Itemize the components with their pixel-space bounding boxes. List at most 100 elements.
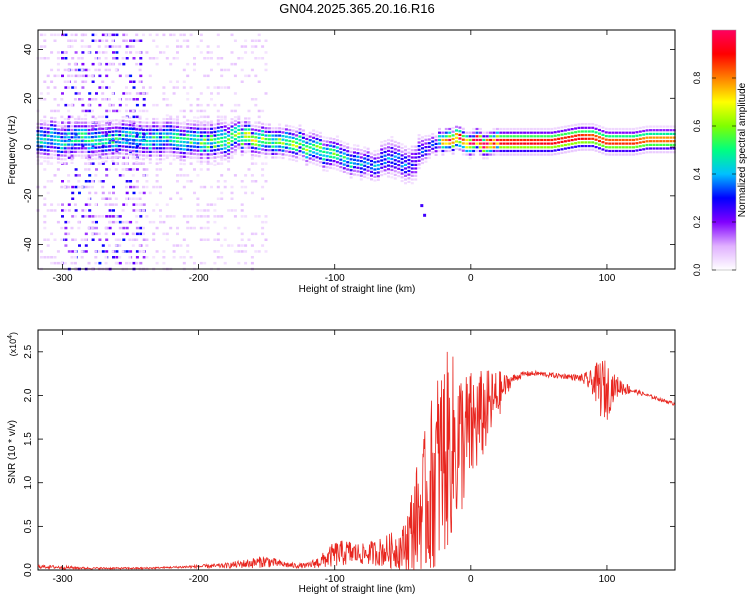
spectrogram-cell	[261, 137, 265, 140]
spectrogram-cell	[135, 185, 139, 189]
spectrogram-cell	[53, 174, 57, 177]
spectrogram-cell	[131, 120, 135, 123]
spectrogram-cell	[305, 145, 309, 148]
spectrogram-cell	[213, 130, 217, 133]
spectrogram-cell	[67, 128, 71, 132]
spectrogram-cell	[652, 132, 656, 135]
spectrogram-cell	[74, 68, 78, 72]
spectrogram-cell	[131, 157, 135, 160]
spectrogram-cell	[638, 145, 642, 148]
spectrogram-cell	[441, 135, 445, 138]
spectrogram-cell	[512, 127, 516, 131]
spectrogram-cell	[546, 138, 550, 142]
spectrogram-cell	[97, 139, 101, 142]
spectrogram-cell	[165, 139, 169, 143]
spectrogram-cell	[478, 146, 482, 149]
spectrogram-cell	[63, 139, 67, 143]
spectrogram-cell	[295, 145, 299, 148]
spectrogram-cell	[97, 142, 101, 145]
spectrogram-cell	[213, 215, 217, 218]
spectrogram-cell	[305, 137, 309, 141]
spectrogram-cell	[199, 215, 203, 218]
spectrogram-cell	[472, 138, 476, 142]
spectrogram-cell	[666, 136, 669, 139]
spectrogram-cell	[73, 261, 77, 265]
spectrogram-cell	[206, 215, 210, 218]
spectrogram-cell	[322, 143, 326, 146]
spectrogram-cell	[580, 134, 584, 137]
spectrogram-cell	[278, 134, 282, 137]
spectrogram-cell	[645, 125, 649, 128]
spectrogram-cell	[73, 98, 77, 101]
spectrogram-cell	[155, 33, 159, 37]
spectrogram-cell	[155, 180, 159, 183]
spectrogram-cell	[189, 148, 193, 152]
spectrogram-cell	[142, 121, 145, 124]
spectrogram-cell	[73, 125, 77, 128]
spectrogram-cell	[125, 152, 128, 156]
spectrogram-cell	[645, 143, 649, 147]
spectrogram-cell	[329, 137, 333, 140]
spectrogram-cell	[172, 118, 176, 121]
spectrogram-cell	[424, 153, 428, 156]
spectrogram-cell	[274, 149, 278, 152]
spectrogram-cell	[264, 51, 268, 54]
spectrogram-cell	[353, 147, 356, 150]
spectrogram-cell	[210, 120, 213, 123]
spectrogram-cell	[387, 175, 390, 178]
spectrogram-cell	[244, 215, 248, 218]
spectrogram-cell	[230, 121, 234, 124]
spectrogram-cell	[169, 103, 173, 107]
spectrogram-cell	[145, 143, 149, 146]
spectrogram-cell	[543, 149, 547, 153]
spectrogram-cell	[135, 103, 139, 107]
spectrogram-cell	[84, 45, 88, 48]
spectrogram-cell	[129, 51, 133, 54]
spectrogram-cell	[335, 139, 339, 142]
spectrogram-cell	[71, 144, 75, 148]
spectrogram-cell	[482, 149, 486, 153]
spectrogram-cell	[400, 168, 404, 172]
spectrogram-cell	[499, 127, 503, 131]
spectrogram-cell	[434, 142, 438, 145]
spectrogram-cell	[213, 86, 217, 89]
y-tick-label: 2.5	[23, 344, 34, 358]
spectrogram-cell	[523, 153, 527, 156]
spectrogram-cell	[577, 123, 581, 126]
spectrogram-cell	[128, 120, 132, 123]
spectrogram-cell	[244, 191, 248, 195]
spectrogram-cell	[162, 261, 166, 265]
spectrogram-cell	[111, 141, 115, 144]
spectrogram-cell	[618, 138, 622, 142]
spectrogram-cell	[94, 139, 98, 142]
colorbar-ticks: 0.00.20.40.60.8	[692, 72, 736, 276]
spectrogram-cell	[135, 256, 139, 259]
spectrogram-cell	[50, 33, 54, 37]
spectrogram-cell	[94, 98, 98, 101]
spectrogram-cell	[138, 124, 142, 128]
spectrogram-cell	[237, 139, 241, 142]
spectrogram-cell	[220, 162, 224, 165]
spectrogram-cell	[499, 142, 503, 145]
spectrogram-cell	[223, 125, 227, 128]
spectrogram-cell	[125, 133, 128, 136]
spectrogram-cell	[233, 150, 237, 154]
spectrogram-cell	[261, 133, 265, 136]
spectrogram-cell	[489, 135, 493, 138]
spectrogram-cell	[67, 132, 71, 135]
spectrogram-cell	[56, 161, 60, 164]
spectrogram-cell	[176, 80, 179, 83]
spectrogram-cell	[424, 142, 428, 145]
spectrogram-cell	[179, 109, 183, 113]
spectrogram-cell	[196, 121, 200, 124]
spectrogram-cell	[129, 180, 133, 183]
spectrogram-cell	[615, 149, 618, 153]
spectrogram-cell	[417, 156, 421, 159]
spectrogram-cell	[43, 156, 47, 159]
spectrogram-cell	[233, 109, 237, 113]
spectrogram-cell	[56, 139, 60, 142]
spectrogram-cell	[220, 74, 224, 78]
spectrogram-cell	[135, 131, 139, 135]
spectrogram-cell	[400, 161, 404, 164]
